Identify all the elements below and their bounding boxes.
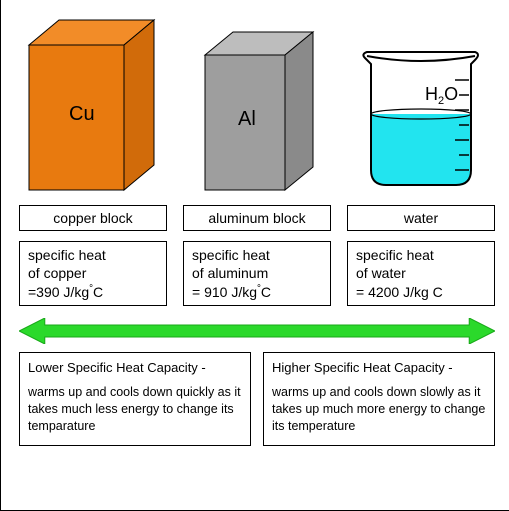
explain-lower-body: warms up and cools down quickly as it ta… [28, 384, 242, 435]
explain-row: Lower Specific Heat Capacity - warms up … [19, 352, 495, 446]
explain-lower: Lower Specific Heat Capacity - warms up … [19, 352, 251, 446]
label-copper: copper block [19, 205, 167, 231]
beaker-rim [367, 56, 475, 61]
specific-copper: specific heatof copper=390 J/kg°C [19, 241, 167, 306]
spectrum-arrow [19, 318, 495, 344]
arrow-shape [19, 318, 495, 344]
block-side [285, 32, 313, 190]
beaker-svg: H2O [347, 10, 495, 195]
copper-symbol: Cu [69, 103, 95, 125]
copper-block-svg: Cu [19, 10, 167, 195]
specific-row: specific heatof copper=390 J/kg°C specif… [19, 241, 495, 306]
beaker-water [371, 114, 471, 185]
explain-lower-title: Lower Specific Heat Capacity - [28, 359, 242, 377]
specific-aluminum: specific heatof aluminum= 910 J/kg°C [183, 241, 331, 306]
labels-row: copper block aluminum block water [19, 205, 495, 231]
block-side [124, 20, 154, 190]
diagram-stage: Cu Al [1, 0, 509, 510]
copper-block: Cu [19, 10, 167, 195]
aluminum-block: Al [183, 10, 331, 195]
water-symbol: H2O [425, 84, 458, 107]
aluminum-symbol: Al [238, 108, 256, 130]
label-water: water [347, 205, 495, 231]
specific-water: specific heatof water= 4200 J/kg C [347, 241, 495, 306]
water-beaker: H2O [347, 10, 495, 195]
aluminum-block-svg: Al [183, 10, 331, 195]
arrow-svg [19, 318, 495, 344]
explain-higher: Higher Specific Heat Capacity - warms up… [263, 352, 495, 446]
label-aluminum: aluminum block [183, 205, 331, 231]
materials-row: Cu Al [19, 10, 495, 195]
explain-higher-title: Higher Specific Heat Capacity - [272, 359, 486, 377]
explain-higher-body: warms up and cools down slowly as it tak… [272, 384, 486, 435]
